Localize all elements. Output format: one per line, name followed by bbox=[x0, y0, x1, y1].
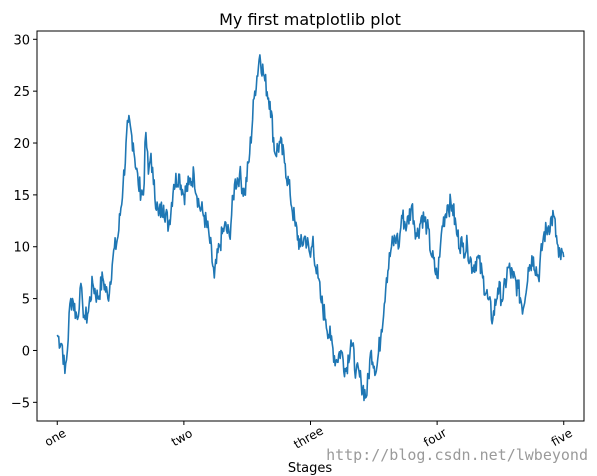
y-tick-label: 20 bbox=[13, 137, 30, 152]
x-tick-label: two bbox=[169, 426, 195, 449]
y-axis-ticks: −5 0 5 10 15 20 25 30 bbox=[11, 33, 37, 411]
x-tick-label: three bbox=[291, 424, 325, 452]
plot-area-frame bbox=[36, 30, 585, 422]
x-axis-label: Stages bbox=[288, 461, 333, 476]
x-tick-label: one bbox=[42, 426, 68, 449]
series-line bbox=[56, 54, 565, 402]
y-tick-label: 30 bbox=[13, 33, 30, 48]
y-tick-label: 5 bbox=[22, 293, 30, 308]
y-tick-label: 25 bbox=[13, 85, 30, 100]
y-tick-label: 15 bbox=[13, 189, 30, 204]
chart-title: My first matplotlib plot bbox=[219, 10, 401, 29]
y-tick-label: −5 bbox=[11, 396, 30, 411]
y-tick-label: 10 bbox=[13, 241, 30, 256]
watermark-text: http://blog.csdn.net/lwbeyond bbox=[326, 446, 588, 464]
series-layer bbox=[56, 54, 565, 402]
y-tick-label: 0 bbox=[22, 344, 30, 359]
